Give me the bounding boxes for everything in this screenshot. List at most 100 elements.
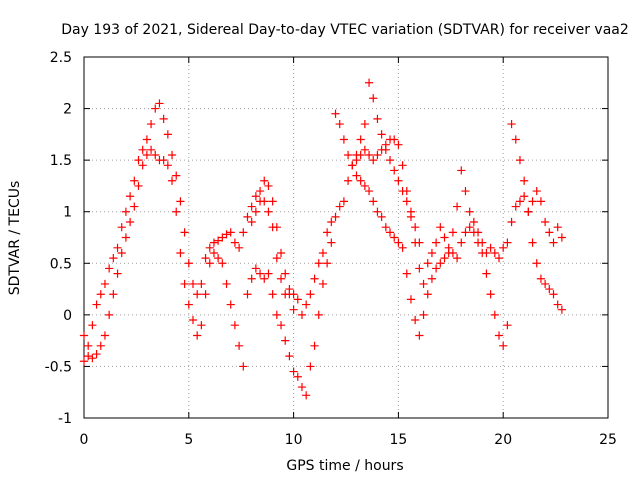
data-point [155,99,164,108]
y-axis-label: SDTVAR / TECUs [7,181,23,296]
data-point [197,321,206,330]
data-point [348,161,357,170]
data-point [205,243,214,252]
data-point [264,207,273,216]
data-point [105,310,114,319]
data-point [180,279,189,289]
data-point [226,228,235,237]
data-point [193,331,202,340]
data-point [289,305,298,314]
data-point [226,300,235,309]
data-point [406,295,416,304]
data-point [159,156,168,165]
data-point [448,228,457,237]
data-point [457,166,466,175]
data-point [167,150,177,160]
data-point [251,207,260,216]
data-point [310,341,319,350]
data-point [452,254,462,263]
data-point [201,254,210,263]
x-tick-label: 0 [80,432,89,448]
data-point [151,104,160,113]
y-tick-label: 2.5 [50,50,72,66]
data-point [88,321,97,330]
data-point [306,362,315,371]
data-point [327,217,336,227]
data-point [142,135,151,144]
y-tick-label: 0 [63,308,72,324]
data-point [205,259,214,268]
data-point [146,145,156,154]
data-point [528,238,537,247]
data-point [92,300,101,309]
data-point [230,238,240,247]
data-point [440,254,449,263]
data-point [297,310,307,319]
data-point [411,223,420,232]
data-point [121,233,131,242]
data-point [377,212,386,221]
data-point [117,248,126,258]
data-point [545,284,554,294]
data-point [369,156,378,165]
data-point [138,161,147,170]
data-point [536,197,546,206]
data-point [151,150,160,160]
data-point [415,331,424,340]
data-point [243,290,252,299]
y-tick-label: -0.5 [45,359,72,375]
data-point [457,238,466,247]
data-point [84,341,93,350]
data-point [302,391,311,400]
data-point [201,290,210,299]
data-point [478,248,487,258]
data-point [486,243,495,252]
data-point [335,202,344,211]
data-point [373,150,382,160]
data-point [251,192,260,201]
data-point [92,349,101,359]
data-point [130,176,139,185]
data-point [432,264,441,273]
data-point [436,223,445,232]
data-point [465,207,474,216]
data-point [314,310,323,319]
data-point [423,290,432,299]
data-point [281,269,290,278]
data-point [469,217,478,227]
data-point [184,259,193,268]
data-point [486,290,495,299]
grid-lines [84,57,608,418]
data-point [461,228,470,237]
chart-title: Day 193 of 2021, Sidereal Day-to-day VTE… [61,22,629,38]
data-point [490,248,499,258]
data-point [440,233,449,242]
x-tick-label: 15 [389,432,407,448]
data-point [117,223,126,232]
data-point [394,176,403,185]
data-point [402,269,411,278]
data-point [109,290,118,299]
data-point [230,321,240,330]
data-point [327,238,336,247]
data-point [323,259,332,268]
data-point [398,186,407,196]
data-point [503,238,512,247]
data-point [255,186,265,196]
y-tick-label: 1.5 [50,153,72,169]
data-point [163,161,172,170]
data-point [402,197,411,206]
data-point [490,310,499,319]
data-point [473,238,483,247]
data-point [494,254,504,263]
data-point [193,290,202,299]
data-point [146,119,156,129]
data-point [356,135,365,144]
data-point [461,186,470,196]
data-point [323,228,332,237]
data-point [524,207,533,216]
data-point [218,233,227,242]
data-point [318,248,328,258]
data-point [452,202,462,211]
data-point [411,315,420,325]
